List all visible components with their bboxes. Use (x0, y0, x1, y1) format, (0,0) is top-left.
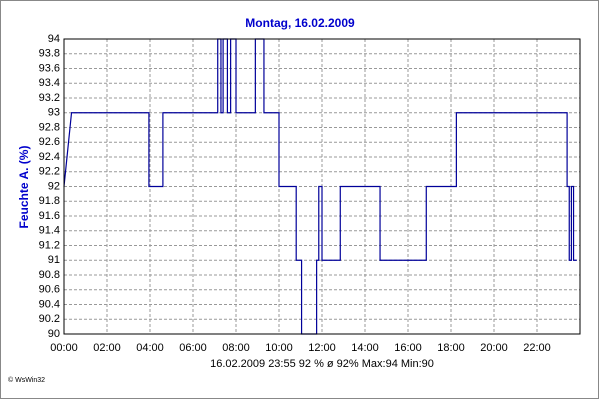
y-tick-label: 92.8 (39, 121, 60, 133)
x-tick-label: 18:00 (437, 342, 465, 354)
y-tick-label: 93.4 (39, 77, 60, 89)
y-tick-label: 90 (48, 328, 60, 340)
y-tick-label: 93.6 (39, 62, 60, 74)
x-tick-label: 04:00 (136, 342, 164, 354)
y-tick-label: 91.4 (39, 225, 60, 237)
x-tick-label: 00:00 (50, 342, 78, 354)
x-tick-label: 16:00 (394, 342, 422, 354)
chart-title: Montag, 16.02.2009 (245, 16, 355, 30)
y-tick-label: 91 (48, 254, 60, 266)
y-tick-label: 94 (48, 33, 60, 45)
y-tick-label: 92.6 (39, 136, 60, 148)
y-tick-label: 90.8 (39, 269, 60, 281)
x-tick-label: 14:00 (351, 342, 379, 354)
y-tick-label: 90.6 (39, 284, 60, 296)
y-tick-label: 90.4 (39, 298, 60, 310)
y-tick-label: 92.2 (39, 166, 60, 178)
y-tick-label: 92.4 (39, 151, 60, 163)
y-tick-label: 93 (48, 107, 60, 119)
y-axis-label: Feuchte A. (%) (17, 146, 31, 229)
y-tick-label: 91.8 (39, 195, 60, 207)
y-tick-label: 93.2 (39, 92, 60, 104)
footer: 16.02.2009 23:55 92 % ø 92% Max:94 Min:9… (210, 358, 434, 370)
plot-border (63, 38, 581, 335)
x-tick-label: 08:00 (222, 342, 250, 354)
data-line (63, 38, 577, 335)
x-tick-label: 06:00 (179, 342, 207, 354)
x-tick-label: 10:00 (265, 342, 293, 354)
y-tick-label: 93.8 (39, 48, 60, 60)
x-tick-label: 20:00 (480, 342, 508, 354)
x-tick-label: 12:00 (308, 342, 336, 354)
y-tick-label: 91.2 (39, 239, 60, 251)
x-tick-label: 02:00 (93, 342, 121, 354)
y-tick-label: 92 (48, 180, 60, 192)
y-tick-label: 90.2 (39, 313, 60, 325)
x-tick-label: 22:00 (523, 342, 551, 354)
y-tick-label: 91.6 (39, 210, 60, 222)
credit: © WsWin32 (8, 376, 45, 384)
